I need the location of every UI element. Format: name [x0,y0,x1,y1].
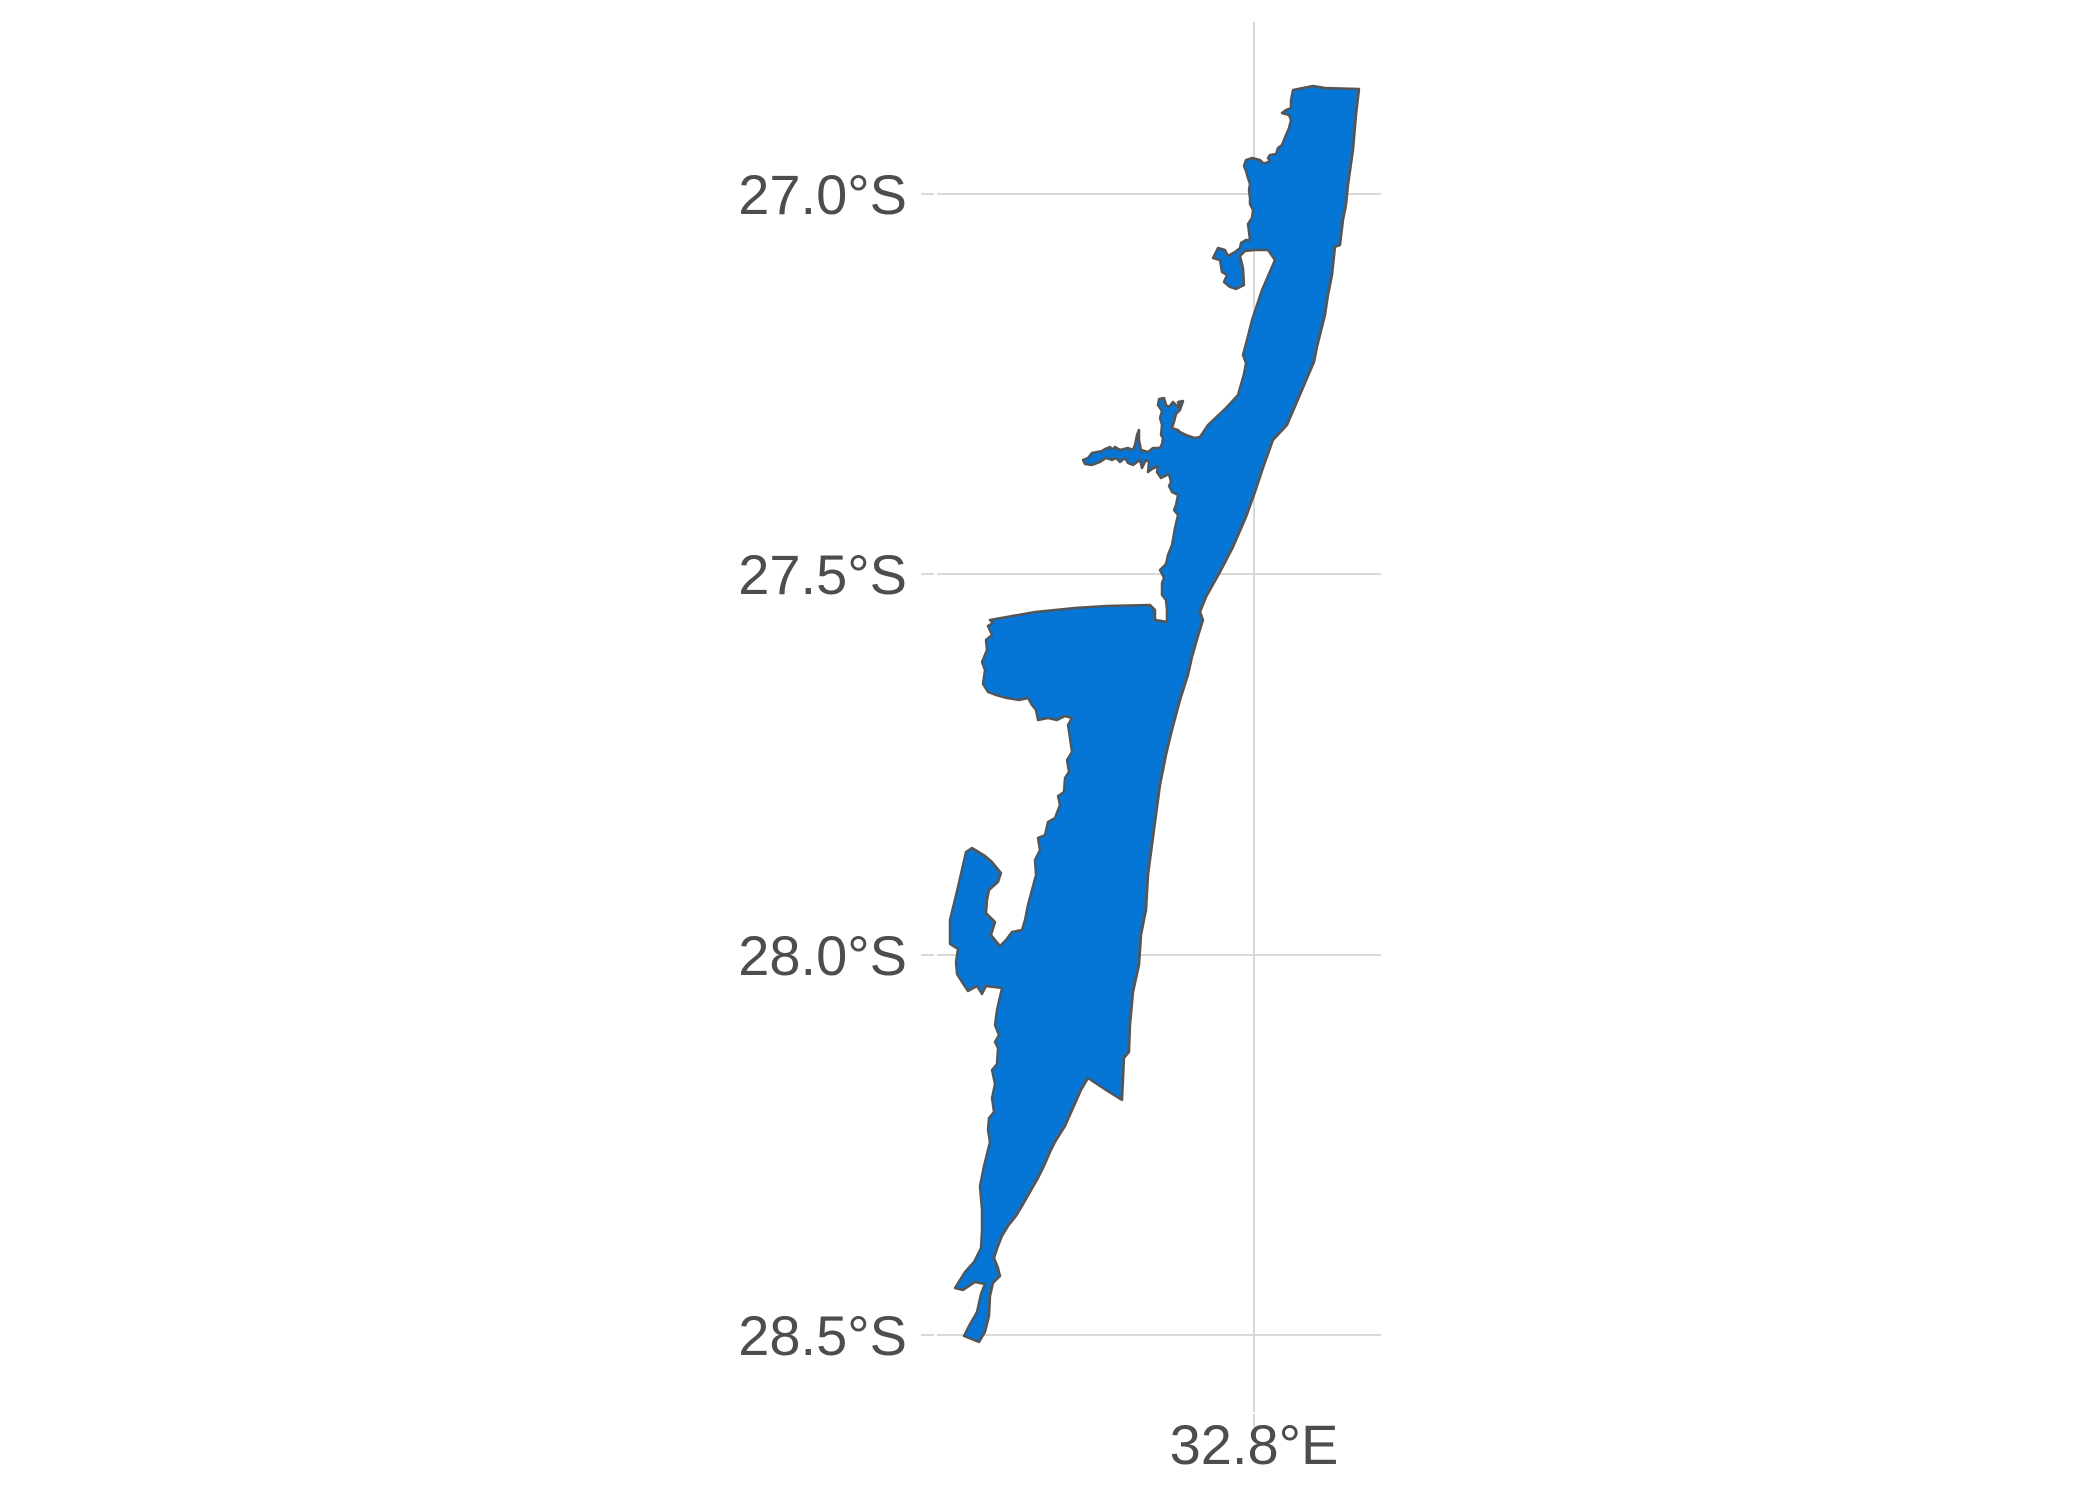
y-tick-label-27-0: 27.0°S [738,163,907,226]
tick-marks [921,193,1255,1427]
x-axis-labels: 32.8°E [1170,1413,1339,1476]
protected-area-region [948,84,1361,1344]
y-axis-labels: 27.0°S 27.5°S 28.0°S 28.5°S [738,163,907,1367]
y-tick-label-28-0: 28.0°S [738,924,907,987]
x-tick-label-32-8: 32.8°E [1170,1413,1339,1476]
y-tick-label-28-5: 28.5°S [738,1304,907,1367]
y-tick-label-27-5: 27.5°S [738,543,907,606]
